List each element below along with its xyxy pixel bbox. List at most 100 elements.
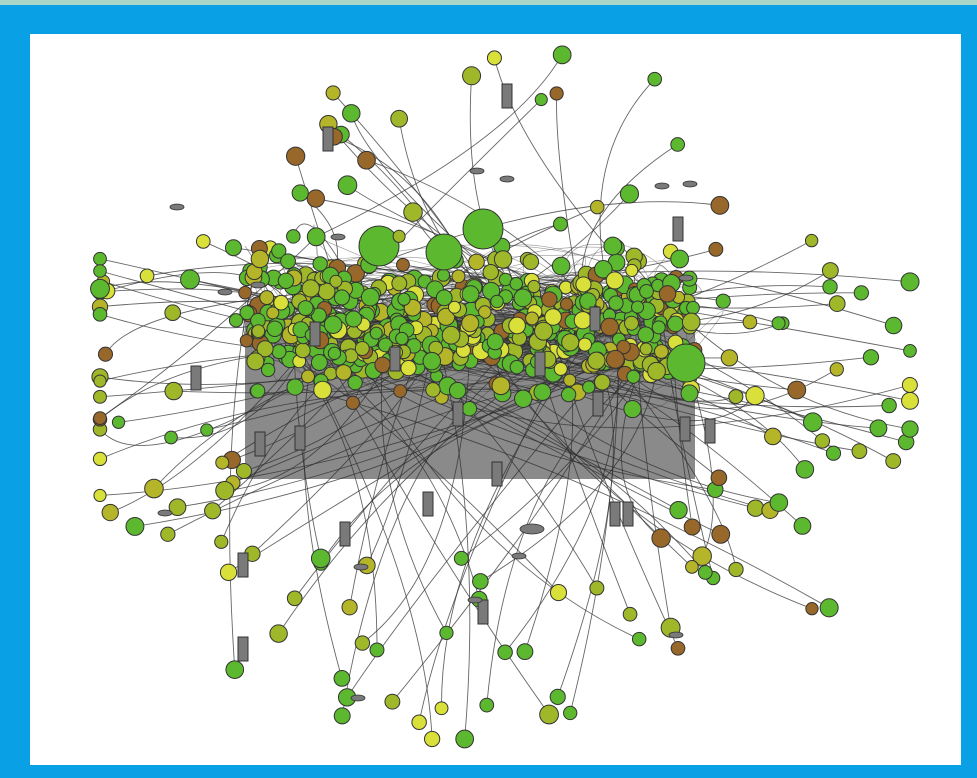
node-circle <box>552 45 572 65</box>
node-rectangle <box>294 425 306 451</box>
node-circle <box>435 289 453 307</box>
node-circle <box>670 137 686 152</box>
node-circle <box>260 362 276 378</box>
node-circle <box>273 294 289 311</box>
node-circle <box>93 389 107 404</box>
node-circle <box>575 276 592 293</box>
node-ellipse <box>499 175 515 183</box>
network-graph <box>90 45 920 749</box>
node-circle <box>685 560 699 574</box>
nodes-layer <box>90 45 920 749</box>
node-circle <box>551 256 571 276</box>
node-circle <box>329 274 343 288</box>
node-circle <box>323 315 343 334</box>
node-circle <box>745 386 765 406</box>
node-circle <box>250 383 266 399</box>
node-circle <box>667 315 684 333</box>
node-circle <box>622 606 638 622</box>
node-circle <box>579 292 597 310</box>
node-circle <box>93 251 107 266</box>
node-ellipse <box>469 167 485 175</box>
node-circle <box>708 241 724 257</box>
node-circle <box>342 104 361 123</box>
node-ellipse <box>467 596 483 604</box>
node-circle <box>239 305 255 321</box>
node-circle <box>200 423 214 437</box>
node-circle <box>453 550 469 566</box>
node-circle <box>448 381 467 400</box>
node-circle <box>93 374 107 388</box>
node-circle <box>301 369 315 384</box>
node-circle <box>711 524 731 544</box>
node-circle <box>333 707 351 725</box>
node-rectangle <box>237 552 249 578</box>
node-circle <box>447 300 462 314</box>
node-ellipse <box>682 180 698 188</box>
node-circle <box>881 397 897 414</box>
node-circle <box>587 351 606 370</box>
node-circle <box>851 443 868 460</box>
node-circle <box>670 249 689 269</box>
node-circle <box>354 341 370 356</box>
node-circle <box>539 704 559 725</box>
node-circle <box>869 419 888 438</box>
node-circle <box>802 412 823 433</box>
node-circle <box>793 517 812 535</box>
node-circle <box>509 359 525 375</box>
node-circle <box>250 249 270 269</box>
node-circle <box>195 234 211 249</box>
node-circle <box>692 546 712 566</box>
node-circle <box>710 469 728 487</box>
node-circle <box>697 564 713 580</box>
node-ellipse <box>250 281 266 289</box>
node-circle <box>559 297 574 311</box>
node-circle <box>345 310 363 328</box>
node-circle <box>795 460 815 479</box>
node-circle <box>354 635 371 651</box>
node-circle <box>434 701 449 716</box>
node-circle <box>549 86 564 101</box>
edge <box>476 244 659 287</box>
node-circle <box>246 352 265 371</box>
node-circle <box>814 433 831 449</box>
node-circle <box>397 292 411 306</box>
node-circle <box>669 500 688 520</box>
node-circle <box>686 300 700 315</box>
node-circle <box>214 534 229 549</box>
node-circle <box>111 415 126 429</box>
node-circle <box>286 378 304 396</box>
node-circle <box>400 359 417 377</box>
node-rectangle <box>309 321 321 347</box>
edge <box>368 201 720 268</box>
edge <box>689 277 894 326</box>
node-circle <box>553 361 568 376</box>
node-circle <box>391 275 408 292</box>
node-circle <box>608 295 624 311</box>
node-circle <box>360 287 380 307</box>
node-circle <box>560 386 577 403</box>
node-circle <box>462 66 482 86</box>
node-circle <box>630 300 645 314</box>
node-rectangle <box>422 491 434 517</box>
node-circle <box>93 411 107 425</box>
node-rectangle <box>237 636 249 662</box>
node-circle <box>297 300 314 317</box>
node-circle <box>369 326 383 340</box>
node-circle <box>101 503 119 522</box>
node-circle <box>533 383 552 401</box>
node-circle <box>325 85 341 101</box>
node-rectangle <box>452 401 464 427</box>
node-rectangle <box>491 461 503 487</box>
node-circle <box>594 260 613 279</box>
node-circle <box>411 714 427 730</box>
node-circle <box>306 227 326 247</box>
node-circle <box>286 229 301 244</box>
node-circle <box>594 373 611 391</box>
node-circle <box>626 369 641 384</box>
node-circle <box>439 625 454 640</box>
node-rectangle <box>254 431 266 457</box>
node-circle <box>228 313 244 328</box>
node-circle <box>680 384 699 403</box>
node-circle <box>437 307 456 326</box>
node-circle <box>357 150 376 170</box>
